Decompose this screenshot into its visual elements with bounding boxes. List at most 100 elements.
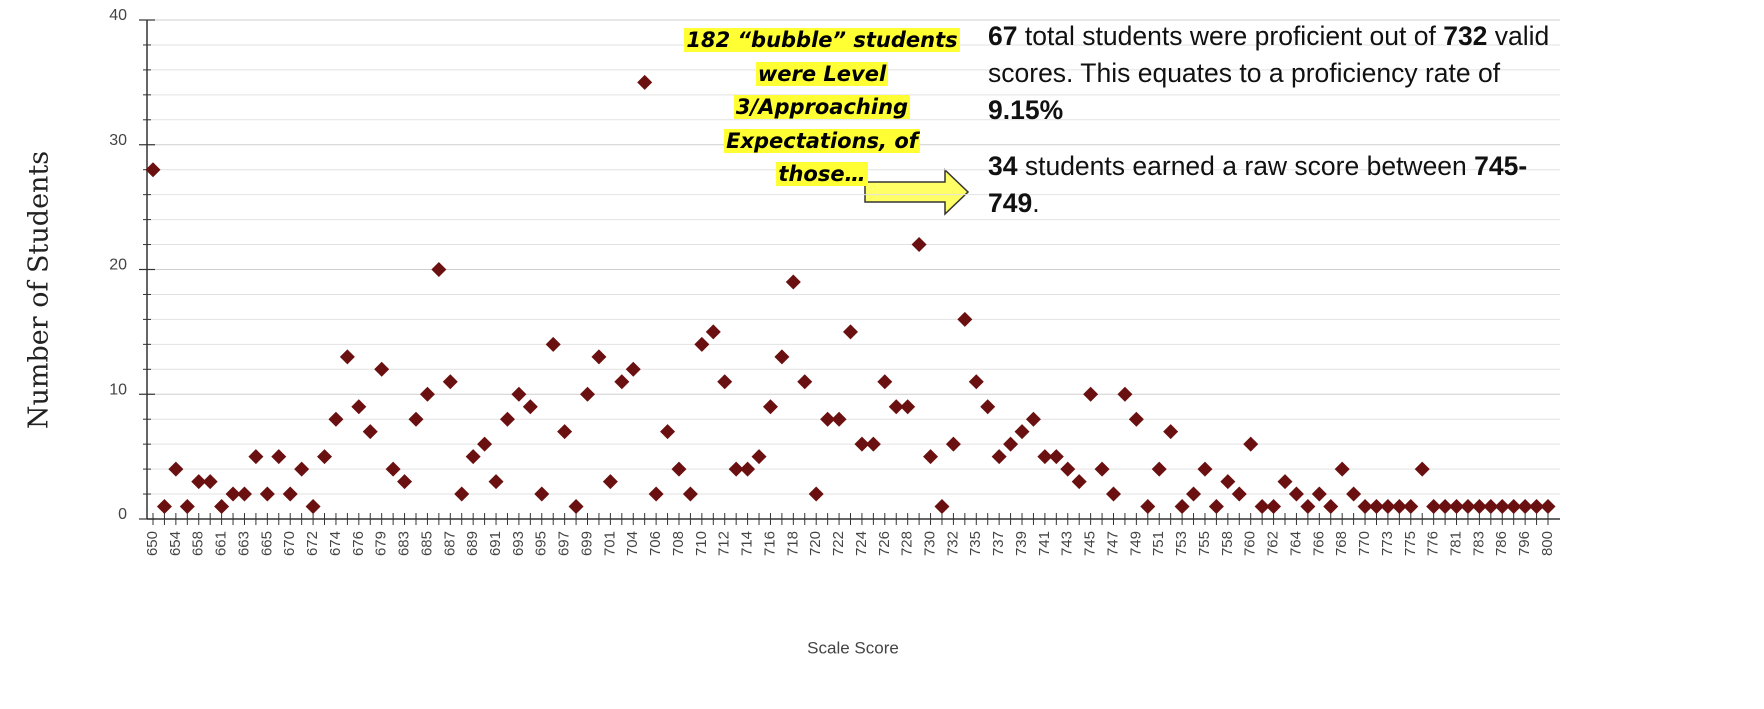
point bbox=[1003, 436, 1019, 452]
x-tick-label: 741 bbox=[1036, 531, 1053, 556]
point bbox=[1368, 499, 1384, 515]
point bbox=[648, 486, 664, 502]
summary-text: 9.15% bbox=[988, 95, 1064, 125]
y-tick-label: 20 bbox=[109, 257, 127, 274]
x-tick-label: 689 bbox=[464, 531, 481, 556]
x-tick-label: 706 bbox=[647, 531, 664, 556]
x-tick-label: 676 bbox=[350, 531, 367, 556]
summary-paragraph: 34 students earned a raw score between 7… bbox=[988, 148, 1578, 222]
point bbox=[968, 374, 984, 390]
x-tick-label: 720 bbox=[807, 531, 824, 556]
x-tick-label: 758 bbox=[1219, 531, 1236, 556]
point bbox=[202, 474, 218, 490]
x-tick-label: 751 bbox=[1150, 531, 1167, 556]
point bbox=[1357, 499, 1373, 515]
point bbox=[1471, 499, 1487, 515]
point bbox=[545, 336, 561, 352]
point bbox=[1128, 411, 1144, 427]
point bbox=[1460, 499, 1476, 515]
point bbox=[454, 486, 470, 502]
point bbox=[843, 324, 858, 340]
x-tick-label: 753 bbox=[1173, 531, 1190, 556]
point bbox=[774, 349, 790, 365]
x-tick-label: 691 bbox=[487, 531, 504, 556]
point bbox=[1117, 386, 1133, 402]
point bbox=[820, 411, 836, 427]
point bbox=[671, 461, 687, 477]
point bbox=[1254, 499, 1270, 515]
point bbox=[1346, 486, 1362, 502]
x-tick-label: 760 bbox=[1242, 531, 1259, 556]
x-tick-label: 735 bbox=[967, 531, 984, 556]
summary-text: . bbox=[1032, 188, 1040, 218]
point bbox=[362, 424, 378, 440]
point bbox=[785, 274, 801, 290]
point bbox=[282, 486, 298, 502]
point bbox=[1437, 499, 1453, 515]
x-tick-label: 672 bbox=[304, 531, 321, 556]
x-tick-label: 674 bbox=[327, 531, 344, 556]
point bbox=[225, 486, 241, 502]
point bbox=[1277, 474, 1293, 490]
point bbox=[511, 386, 527, 402]
point bbox=[1094, 461, 1110, 477]
point bbox=[1391, 499, 1407, 515]
point bbox=[1380, 499, 1396, 515]
point bbox=[1494, 499, 1510, 515]
annotation: 182 “bubble” students were Level 3/Approac… bbox=[682, 24, 962, 192]
point bbox=[179, 499, 195, 515]
point bbox=[1208, 499, 1224, 515]
point bbox=[1449, 499, 1465, 515]
x-tick-label: 737 bbox=[990, 531, 1007, 556]
x-axis-title: Scale Score bbox=[807, 638, 899, 657]
x-tick-label: 687 bbox=[441, 531, 458, 556]
point bbox=[1025, 411, 1041, 427]
summary-text: 732 bbox=[1443, 21, 1488, 51]
point bbox=[1426, 499, 1442, 515]
summary-paragraph: 67 total students were proficient out of… bbox=[988, 18, 1578, 129]
point bbox=[602, 474, 618, 490]
summary-text: 34 bbox=[988, 151, 1018, 181]
x-tick-label: 714 bbox=[739, 531, 756, 556]
point bbox=[317, 449, 333, 465]
point bbox=[945, 436, 961, 452]
point bbox=[385, 461, 401, 477]
point bbox=[156, 499, 172, 515]
point bbox=[1060, 461, 1076, 477]
point bbox=[797, 374, 813, 390]
point bbox=[442, 374, 458, 390]
point bbox=[374, 361, 390, 377]
x-tick-label: 786 bbox=[1493, 531, 1510, 556]
x-tick-label: 670 bbox=[281, 531, 298, 556]
x-tick-label: 718 bbox=[784, 531, 801, 556]
point bbox=[877, 374, 893, 390]
point bbox=[865, 436, 881, 452]
point bbox=[637, 74, 653, 90]
x-tick-label: 701 bbox=[601, 531, 618, 556]
point bbox=[488, 474, 504, 490]
x-tick-label: 776 bbox=[1425, 531, 1442, 556]
point bbox=[477, 436, 493, 452]
x-tick-label: 766 bbox=[1310, 531, 1327, 556]
point bbox=[1083, 386, 1099, 402]
x-tick-label: 699 bbox=[578, 531, 595, 556]
point bbox=[854, 436, 870, 452]
x-tick-label: 665 bbox=[258, 531, 275, 556]
point bbox=[408, 411, 424, 427]
point bbox=[625, 361, 641, 377]
point bbox=[1163, 424, 1179, 440]
x-tick-label: 679 bbox=[373, 531, 390, 556]
point bbox=[717, 374, 733, 390]
point bbox=[248, 449, 264, 465]
x-tick-label: 654 bbox=[167, 531, 184, 556]
point bbox=[1311, 486, 1327, 502]
point bbox=[1334, 461, 1350, 477]
point bbox=[923, 449, 939, 465]
x-tick-label: 745 bbox=[1082, 531, 1099, 556]
summary-text: 67 bbox=[988, 21, 1018, 51]
point bbox=[328, 411, 344, 427]
point bbox=[236, 486, 252, 502]
point bbox=[1140, 499, 1156, 515]
x-tick-label: 764 bbox=[1287, 531, 1304, 556]
x-tick-label: 749 bbox=[1127, 531, 1144, 556]
